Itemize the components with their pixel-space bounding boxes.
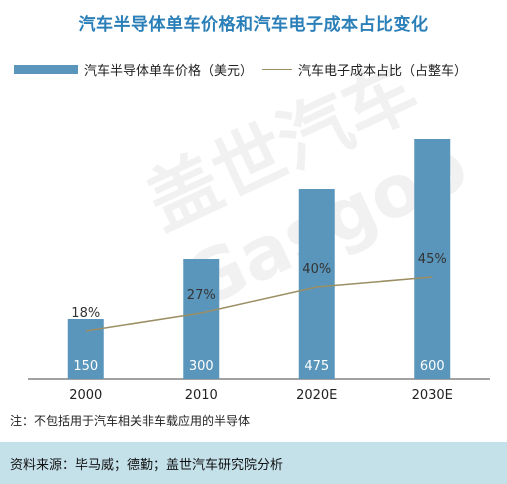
bar-2010 <box>183 259 220 379</box>
x-tick-label: 2020E <box>296 388 337 403</box>
bar-value-label: 300 <box>189 359 214 374</box>
line-series <box>85 276 433 332</box>
chart-title: 汽车半导体单车价格和汽车电子成本占比变化 <box>78 15 429 35</box>
legend-bar-swatch <box>14 65 78 74</box>
bar-2020E <box>298 189 335 379</box>
chart-plot: 150 2000 300 2010 475 2020E 600 2030E 18% 27% 40% 4… <box>28 139 490 403</box>
bar-value-label: 600 <box>420 359 445 374</box>
source-bar: 资料来源：毕马威；德勤；盖世汽车研究院分析 <box>0 442 507 484</box>
line-value-label: 45% <box>418 252 447 267</box>
footnote: 注：不包括用于汽车相关非车载应用的半导体 <box>10 414 251 428</box>
legend-item-line: 汽车电子成本占比（占整车） <box>262 60 467 79</box>
line-value-label: 18% <box>71 306 100 321</box>
legend-label-bar: 汽车半导体单车价格（美元） <box>84 64 254 79</box>
x-tick-label: 2000 <box>69 388 102 403</box>
bar-value-label: 150 <box>73 359 98 374</box>
x-tick-label: 2030E <box>412 388 453 403</box>
bar-value-label: 475 <box>304 359 329 374</box>
line-value-label: 27% <box>187 288 216 303</box>
line-value-label: 40% <box>302 262 331 277</box>
legend-item-bar: 汽车半导体单车价格（美元） <box>14 60 253 79</box>
legend-line-swatch <box>262 69 292 70</box>
legend: 汽车半导体单车价格（美元） 汽车电子成本占比（占整车） <box>0 60 507 80</box>
source-text: 资料来源：毕马威；德勤；盖世汽车研究院分析 <box>10 458 284 473</box>
legend-label-line: 汽车电子成本占比（占整车） <box>298 64 468 79</box>
bar-2030E <box>414 139 451 379</box>
x-tick-label: 2010 <box>185 388 218 403</box>
